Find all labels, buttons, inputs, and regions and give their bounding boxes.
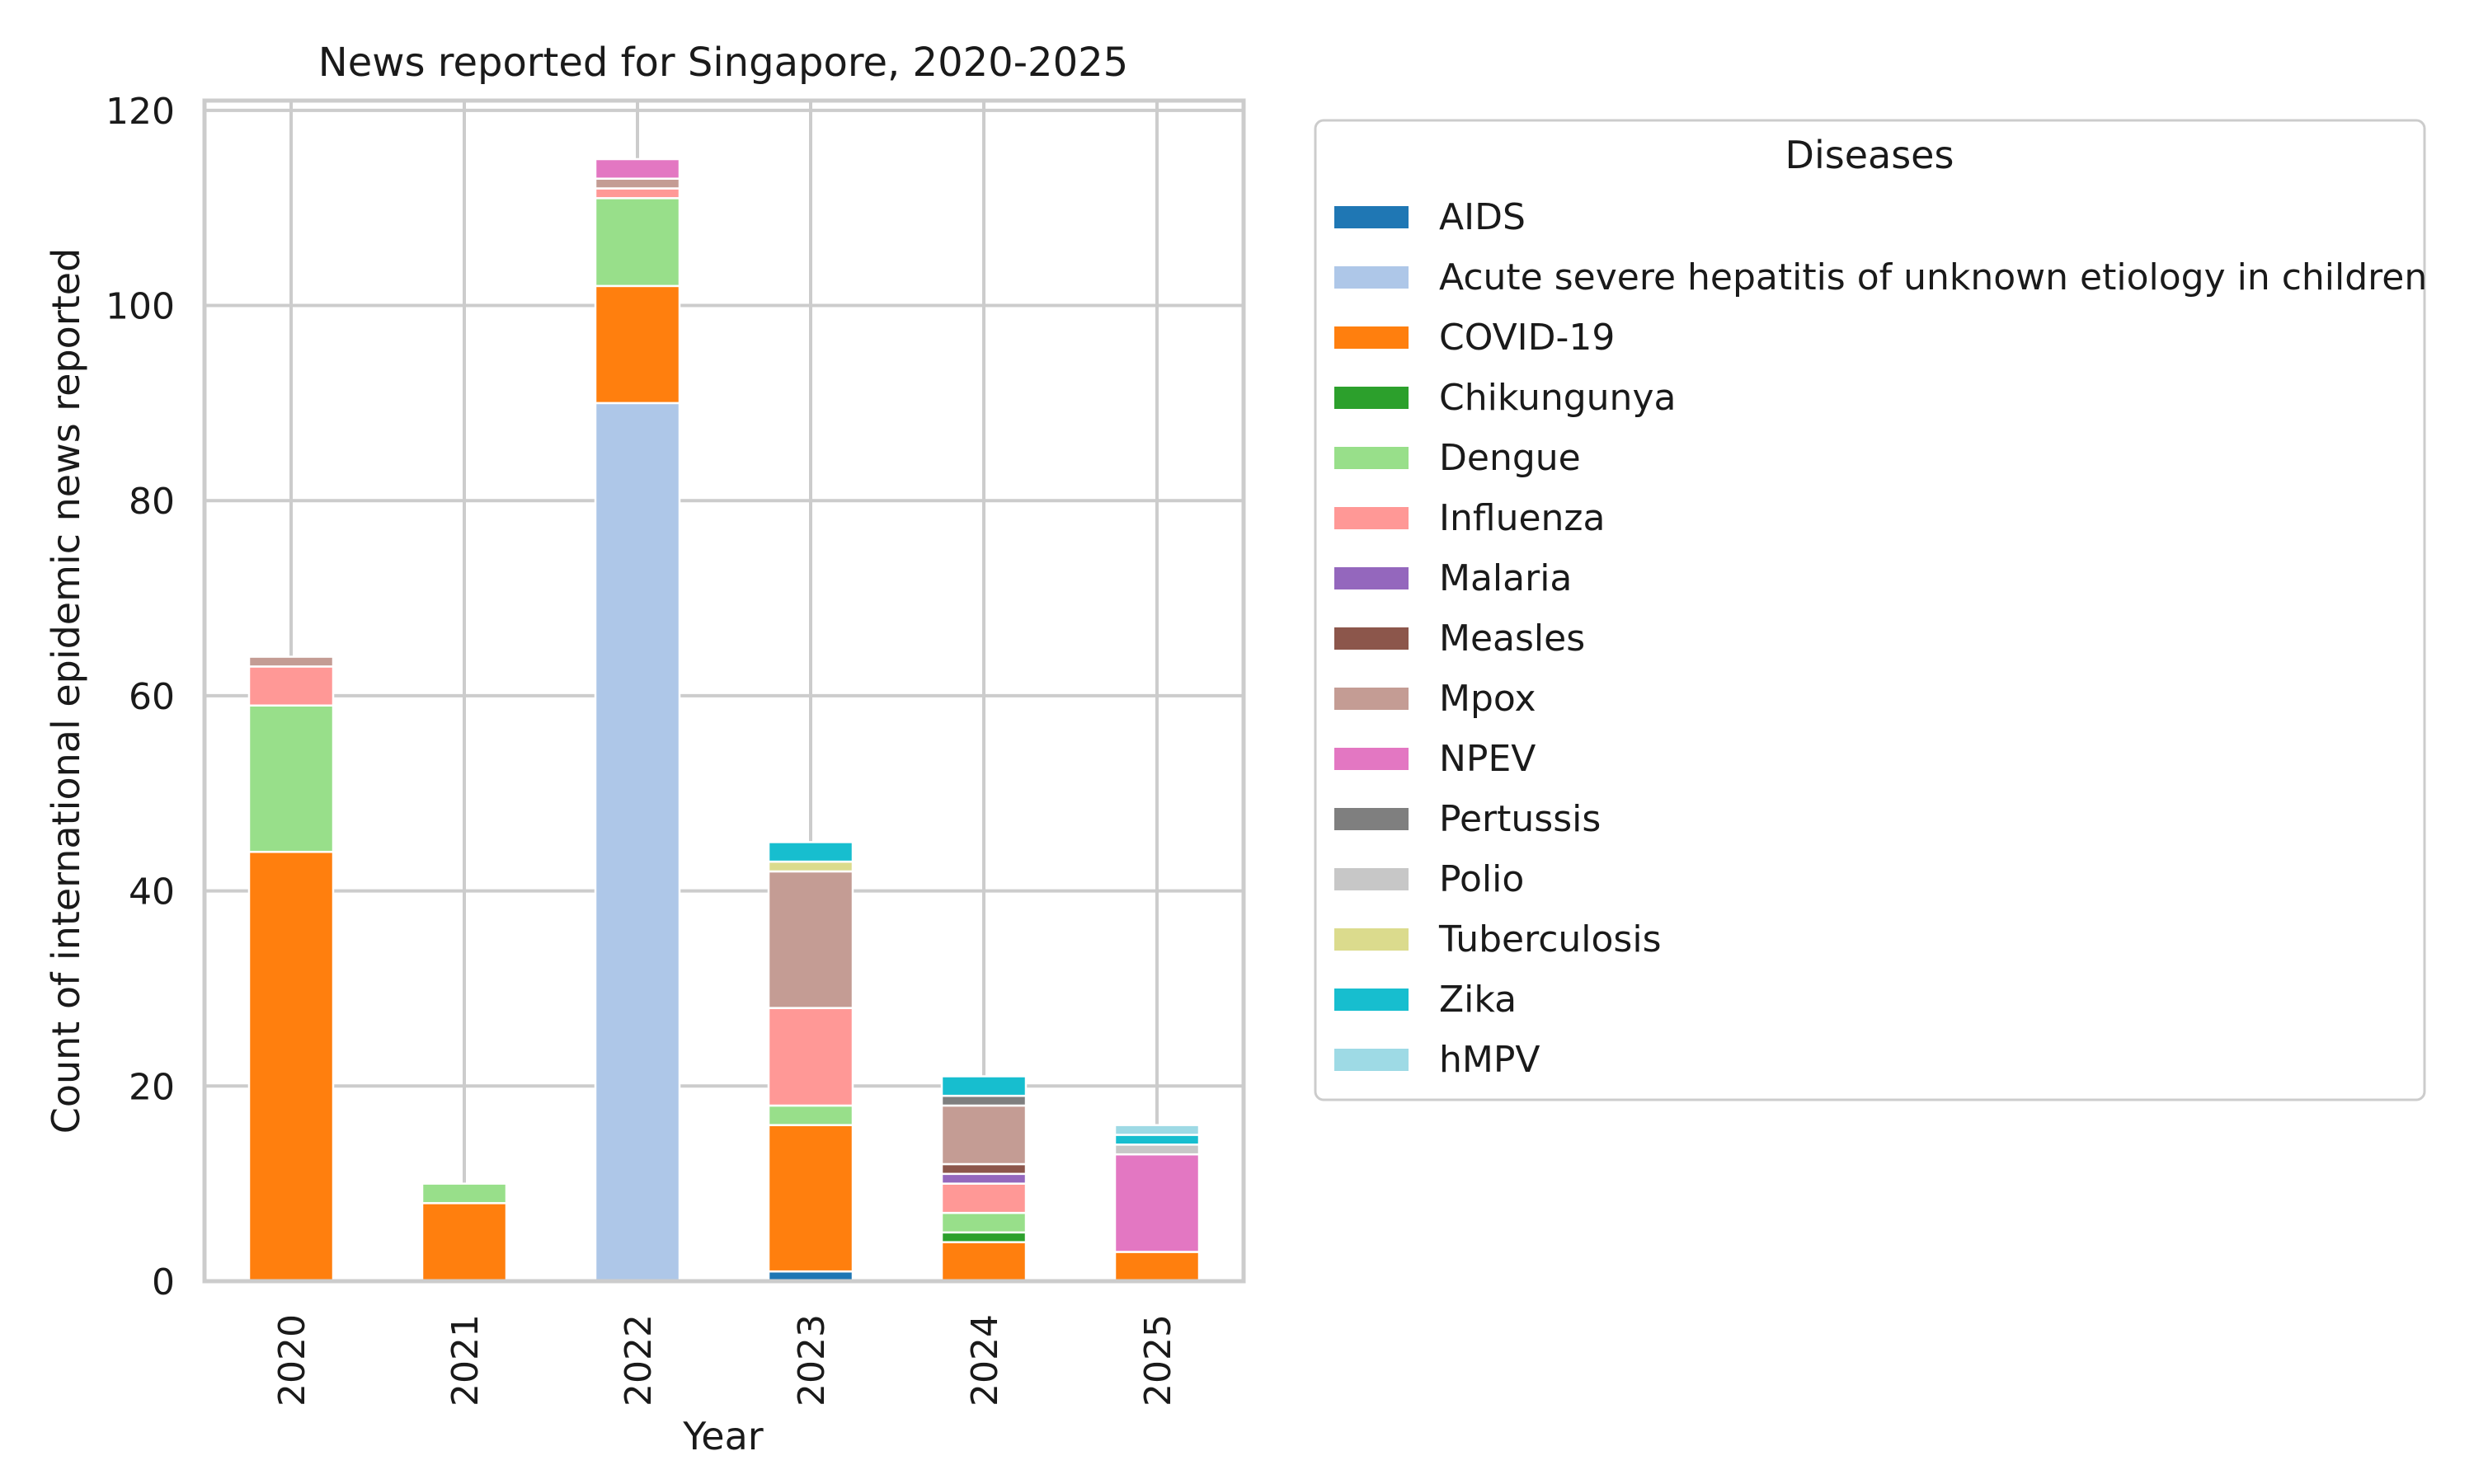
legend-label: Tuberculosis — [1438, 918, 1662, 960]
x-axis-ticks: 2020 2021 2022 2023 2024 2025 — [271, 1314, 1179, 1407]
chart-title: News reported for Singapore, 2020-2025 — [318, 40, 1128, 86]
legend-swatch — [1334, 868, 1409, 890]
legend-label: AIDS — [1439, 196, 1526, 238]
legend-label: Measles — [1439, 618, 1585, 660]
legend-label: Acute severe hepatitis of unknown etiolo… — [1439, 256, 2427, 298]
y-axis-label: Count of international epidemic news rep… — [44, 248, 88, 1134]
legend: Diseases AIDS Acute severe hepatitis of u… — [1314, 119, 2427, 1101]
bar-segment — [421, 1182, 508, 1205]
legend-swatch — [1334, 627, 1409, 650]
legend-swatch — [1334, 1049, 1409, 1071]
y-axis-ticks: 0 20 40 60 80 100 120 — [106, 91, 175, 1303]
legend-label: Malaria — [1439, 557, 1572, 599]
bar-segment — [1113, 1251, 1201, 1283]
bar-segment — [594, 187, 681, 200]
bar-segment — [940, 1182, 1028, 1214]
x-tick-label: 2021 — [444, 1314, 487, 1407]
x-tick-label: 2023 — [791, 1314, 833, 1407]
legend-label: Influenza — [1439, 497, 1605, 539]
bar-segment — [940, 1172, 1028, 1185]
bar-segment — [594, 197, 681, 288]
bar-segment — [594, 177, 681, 190]
bar-segment — [1113, 1153, 1201, 1253]
bar-segment — [940, 1075, 1028, 1097]
legend-swatch — [1334, 688, 1409, 710]
y-tick-label: 20 — [129, 1066, 175, 1108]
legend-label: NPEV — [1439, 738, 1536, 780]
legend-swatch — [1334, 748, 1409, 770]
legend-swatch — [1334, 928, 1409, 951]
bar-segment — [594, 157, 681, 180]
legend-label: Zika — [1439, 979, 1517, 1021]
legend-title: Diseases — [1785, 133, 1954, 177]
bar-segment — [1113, 1124, 1201, 1136]
x-tick-label: 2022 — [618, 1314, 660, 1407]
bar-segment — [247, 704, 335, 853]
bar-segment — [940, 1094, 1028, 1107]
bar-segment — [940, 1162, 1028, 1176]
legend-swatch — [1334, 808, 1409, 830]
bar-segment — [940, 1211, 1028, 1234]
bar-segment — [940, 1104, 1028, 1166]
legend-box — [1314, 119, 2426, 1101]
legend-label: Mpox — [1439, 678, 1536, 720]
legend-swatch — [1334, 206, 1409, 228]
legend-label: Chikungunya — [1439, 377, 1676, 419]
y-tick-label: 60 — [129, 676, 175, 718]
y-tick-label: 40 — [129, 871, 175, 913]
legend-label: Polio — [1439, 858, 1524, 900]
bar-segment — [1113, 1134, 1201, 1146]
y-tick-label: 0 — [152, 1261, 175, 1303]
legend-swatch — [1334, 387, 1409, 409]
grid-lines — [205, 101, 1244, 1283]
legend-label: Pertussis — [1439, 798, 1601, 840]
y-tick-label: 120 — [106, 91, 175, 133]
bar-segment — [421, 1202, 508, 1283]
bar-segment — [767, 1124, 854, 1273]
legend-swatch — [1334, 326, 1409, 349]
legend-swatch — [1334, 989, 1409, 1011]
bar-segment — [594, 402, 681, 1283]
legend-items: AIDS Acute severe hepatitis of unknown et… — [1334, 196, 2427, 1081]
legend-swatch — [1334, 507, 1409, 529]
bar-segment — [247, 851, 335, 1283]
bar-segment — [767, 841, 854, 863]
bars — [247, 157, 1201, 1283]
legend-label: COVID-19 — [1439, 317, 1615, 359]
bar-segment — [940, 1241, 1028, 1283]
legend-swatch — [1334, 567, 1409, 589]
x-axis-label: Year — [682, 1414, 763, 1458]
bar-segment — [247, 665, 335, 707]
legend-label: hMPV — [1439, 1039, 1540, 1081]
bar-segment — [767, 1007, 854, 1107]
bar-segment — [767, 860, 854, 873]
bar-segment — [767, 870, 854, 1009]
x-tick-label: 2020 — [271, 1314, 313, 1407]
plot-frame — [202, 98, 1246, 1284]
bar-segment — [767, 1104, 854, 1126]
x-tick-label: 2024 — [964, 1314, 1006, 1407]
legend-label: Dengue — [1439, 437, 1581, 479]
bar-segment — [940, 1231, 1028, 1243]
x-tick-label: 2025 — [1137, 1314, 1179, 1407]
legend-swatch — [1334, 447, 1409, 469]
bar-segment — [1113, 1144, 1201, 1156]
bar-segment — [594, 284, 681, 405]
y-tick-label: 100 — [106, 286, 175, 328]
legend-swatch — [1334, 266, 1409, 289]
bar-segment — [247, 655, 335, 668]
y-tick-label: 80 — [129, 481, 175, 523]
